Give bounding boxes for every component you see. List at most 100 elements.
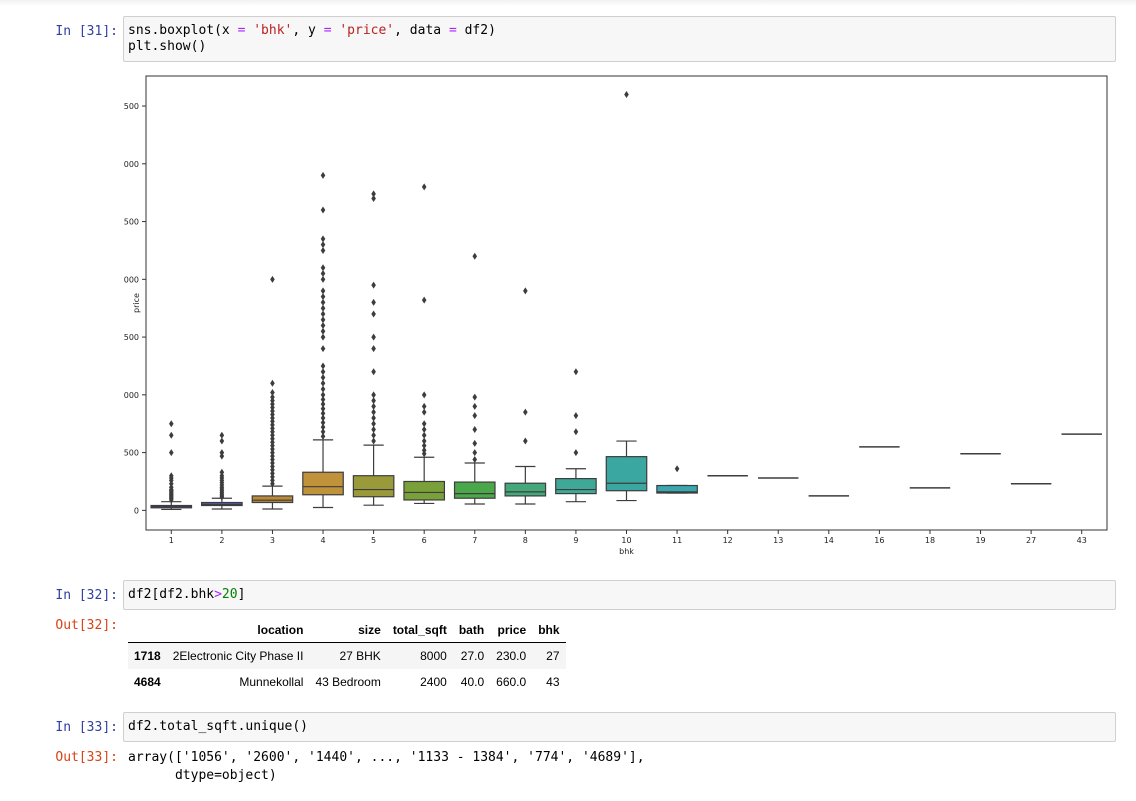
table-cell: 660.0 (496, 675, 527, 689)
table-cell: 2Electronic City Phase II (172, 649, 304, 663)
outlier-point (320, 428, 326, 436)
outlier-point (320, 400, 326, 408)
outlier-point (371, 425, 376, 433)
outlier-point (320, 270, 326, 278)
code-text: , y (292, 23, 324, 38)
outlier-point (320, 333, 326, 341)
x-tick-label: 5 (371, 536, 376, 545)
code-text: df2.total_sqft.unique() (128, 719, 309, 734)
outlier-point (421, 408, 427, 416)
y-tick-label: 500 (124, 449, 139, 458)
outlier-point (320, 409, 326, 417)
outlier-point (371, 310, 376, 318)
x-tick-label: 3 (270, 536, 275, 545)
column-header: total_sqft (386, 618, 453, 643)
outlier-point (421, 446, 427, 454)
x-tick-label: 9 (573, 536, 578, 545)
outlier-point (168, 420, 174, 428)
code-cell-32[interactable]: df2[df2.bhk>20] (123, 580, 1116, 610)
outlier-point (371, 391, 376, 399)
column-header: bath (452, 618, 491, 643)
outlier-point (421, 442, 427, 450)
outlier-point (523, 287, 528, 295)
outlier-point (371, 333, 376, 341)
x-tick-label: 16 (874, 536, 884, 545)
table-row: 1718 2Electronic City Phase II 27 BHK 80… (128, 642, 566, 669)
box-body (352, 475, 395, 498)
outlier-point (472, 402, 478, 410)
table-cell: 43 (546, 675, 560, 689)
outlier-point (320, 241, 326, 249)
outlier-point (472, 252, 478, 260)
y-tick-label: 3500 (123, 102, 139, 111)
outlier-point (320, 264, 326, 272)
y-axis-label: price (132, 293, 141, 313)
outlier-point (270, 393, 275, 401)
x-tick-label: 2 (219, 536, 224, 545)
code-operator: = (448, 23, 457, 38)
output-prompt-33: Out[33]: (55, 750, 118, 765)
code-number: 20 (221, 587, 238, 602)
outlier-point (371, 368, 376, 376)
y-tick-label: 1000 (123, 391, 139, 400)
code-text: , data (394, 23, 449, 38)
outlier-point (371, 408, 376, 416)
column-header: bhk (532, 618, 566, 643)
outlier-point (472, 456, 478, 464)
x-tick-label: 43 (1077, 536, 1087, 545)
outlier-point (421, 391, 427, 399)
box-body (302, 471, 344, 496)
cell-output-text: array(['1056', '2600', '1440', ..., '113… (128, 750, 645, 783)
outlier-point (320, 310, 326, 318)
outlier-point (270, 389, 275, 397)
outlier-point (219, 431, 225, 439)
outlier-point (320, 298, 326, 306)
x-tick-label: 1 (169, 536, 174, 545)
outlier-point (320, 206, 326, 214)
row-index: 4684 (134, 675, 161, 689)
y-tick-label: 2500 (123, 218, 139, 227)
outlier-point (573, 368, 579, 376)
code-operator: > (214, 587, 222, 602)
outlier-point (320, 414, 326, 422)
code-text: sns.boxplot(x (128, 23, 238, 38)
table-cell: 27 (546, 649, 560, 663)
x-tick-label: 8 (523, 536, 528, 545)
outlier-point (320, 362, 326, 370)
table-cell: 40.0 (460, 675, 485, 689)
outlier-point (320, 235, 326, 243)
table-cell: Munnekollal (239, 675, 304, 689)
input-prompt-33: In [33]: (55, 720, 118, 735)
code-operator: = (323, 23, 332, 38)
outlier-point (168, 449, 174, 457)
outlier-point (472, 425, 478, 433)
outlier-point (573, 449, 579, 457)
x-tick-label: 6 (422, 536, 427, 545)
outlier-point (270, 275, 275, 283)
table-cell: 230.0 (496, 649, 527, 663)
table-cell: 2400 (420, 675, 447, 689)
column-header: location (166, 618, 310, 643)
outlier-point (320, 379, 326, 387)
x-tick-label: 14 (824, 536, 834, 545)
outlier-point (371, 190, 376, 198)
y-tick-label: 2000 (123, 275, 139, 284)
code-text: df2[df2.bhk (128, 587, 215, 602)
outlier-point (674, 465, 680, 473)
code-cell-31[interactable]: sns.boxplot(x = 'bhk', y = 'price', data… (123, 16, 1116, 62)
table-cell: 27.0 (460, 649, 485, 663)
outlier-point (371, 402, 376, 410)
outlier-point (573, 412, 579, 420)
box-body (555, 477, 597, 495)
outlier-point (421, 437, 427, 445)
outlier-point (320, 316, 326, 324)
outlier-point (371, 414, 376, 422)
outlier-point (320, 405, 326, 413)
outlier-point (371, 345, 376, 353)
outlier-point (523, 437, 528, 445)
code-cell-33[interactable]: df2.total_sqft.unique() (123, 712, 1116, 742)
outlier-point (320, 287, 326, 295)
outlier-point (320, 322, 326, 330)
outlier-point (320, 395, 326, 403)
outlier-point (320, 293, 326, 301)
